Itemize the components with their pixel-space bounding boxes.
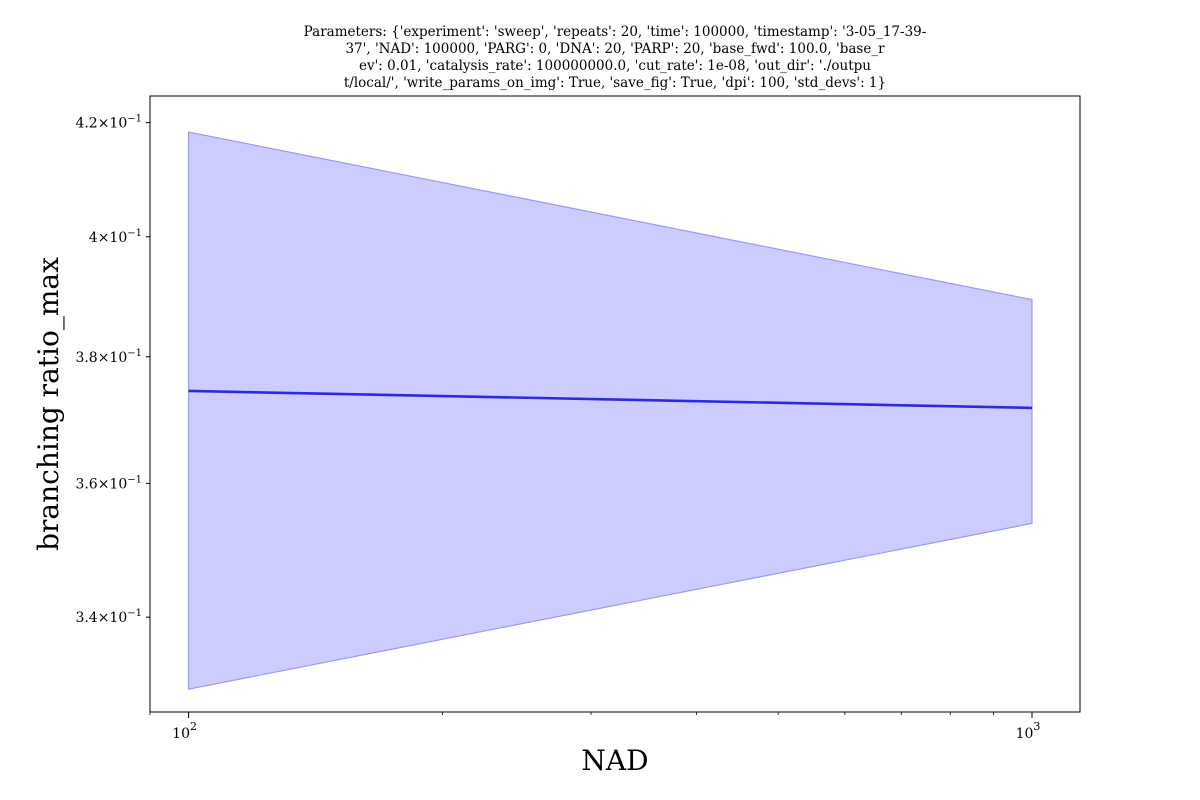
- chart-title-line: 37', 'NAD': 100000, 'PARG': 0, 'DNA': 20…: [345, 41, 885, 57]
- y-axis-label: branching ratio_max: [32, 257, 65, 551]
- x-tick-label: 103: [1016, 720, 1041, 742]
- y-tick-label: 3.8×10−1: [75, 348, 142, 366]
- chart-title-line: t/local/', 'write_params_on_img': True, …: [343, 75, 887, 91]
- series-line: [188, 389, 1033, 410]
- plot-frame: [149, 95, 1081, 713]
- chart-title-line: ev': 0.01, 'catalysis_rate': 100000000.0…: [358, 58, 872, 74]
- std-dev-band: [187, 131, 1033, 690]
- y-tick-label: 3.4×10−1: [75, 608, 142, 626]
- x-tick-label: 102: [172, 720, 197, 742]
- y-tick-label: 4×10−1: [89, 228, 142, 246]
- x-axis-label: NAD: [581, 744, 648, 777]
- y-tick-label: 3.6×10−1: [75, 474, 142, 492]
- chart-title-line: Parameters: {'experiment': 'sweep', 'rep…: [303, 24, 927, 40]
- y-tick-label: 4.2×10−1: [75, 114, 142, 132]
- chart-title: Parameters: {'experiment': 'sweep', 'rep…: [150, 24, 1080, 92]
